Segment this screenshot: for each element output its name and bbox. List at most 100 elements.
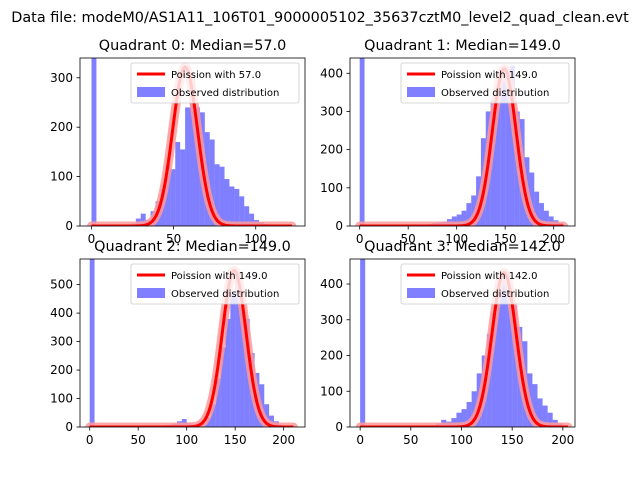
histogram-bar xyxy=(500,80,506,226)
histogram-bar xyxy=(215,378,221,427)
legend-frame xyxy=(400,263,570,305)
axes-frame xyxy=(79,258,306,428)
panel-title: Quadrant 1: Median=149.0 xyxy=(364,38,561,54)
histogram-bar xyxy=(249,213,255,226)
histogram-bar xyxy=(451,216,457,226)
y-tick-label: 0 xyxy=(335,420,343,434)
axes-frame xyxy=(79,57,306,227)
histogram-bar xyxy=(537,398,543,427)
legend: Poission with 149.0 Observed distribution xyxy=(130,263,300,305)
histogram-bar xyxy=(235,273,241,427)
histogram-bar xyxy=(495,88,501,226)
histogram-bar xyxy=(180,149,186,226)
figure-suptitle: Data file: modeM0/AS1A11_106T01_90000051… xyxy=(11,10,629,26)
x-tick-label: 100 xyxy=(175,433,198,447)
histogram-bar xyxy=(466,401,472,427)
histogram-bar xyxy=(91,58,97,226)
histogram-bar xyxy=(225,318,231,427)
legend-line-label: Poission with 149.0 xyxy=(171,271,267,282)
histogram-bar xyxy=(264,404,270,427)
x-tick-label: 50 xyxy=(166,232,181,246)
x-tick-label: 0 xyxy=(356,232,364,246)
fit-curve-line xyxy=(359,271,569,427)
histogram-bar xyxy=(239,196,245,226)
histogram-bar xyxy=(466,203,472,226)
legend-hist-label: Observed distribution xyxy=(171,289,279,300)
panel-title: Quadrant 2: Median=149.0 xyxy=(94,239,291,255)
panel-quadrant-3: 0 50 100 150 200 0 100 200 300 400 Quadrant 3: Med… xyxy=(320,239,576,447)
legend: Poission with 149.0 Observed distribution xyxy=(400,62,570,104)
histogram-bar xyxy=(194,107,200,226)
histogram-bar xyxy=(456,214,462,226)
histogram-bar xyxy=(471,391,477,427)
x-tick-label: 100 xyxy=(244,232,267,246)
histogram-bar xyxy=(209,139,215,226)
histogram-bar xyxy=(190,77,195,226)
histogram-bar xyxy=(219,166,225,226)
histogram-bar xyxy=(359,58,365,226)
y-tick-label: 0 xyxy=(65,219,73,233)
histogram-bar xyxy=(490,100,496,226)
histogram-bar xyxy=(89,259,95,427)
histogram-bar xyxy=(529,172,535,226)
y-tick-label: 200 xyxy=(50,120,73,134)
legend-hist-label: Observed distribution xyxy=(171,88,279,99)
panel-quadrant-2: 0 50 100 150 200 0 100 200 300 400 500 Quadrant 2: … xyxy=(50,239,306,447)
y-tick-label: 0 xyxy=(335,219,343,233)
x-tick-label: 200 xyxy=(272,433,295,447)
y-tick-label: 200 xyxy=(50,363,73,377)
legend-hist-label: Observed distribution xyxy=(441,289,549,300)
histogram-bar xyxy=(532,384,538,427)
histogram-bar xyxy=(539,203,544,226)
histogram-bar xyxy=(244,206,250,226)
y-tick-label: 200 xyxy=(320,143,343,157)
x-tick-label: 200 xyxy=(551,433,574,447)
x-tick-label: 150 xyxy=(501,433,524,447)
histogram-bar xyxy=(543,210,549,226)
legend-frame xyxy=(130,263,300,305)
legend-hist-label: Observed distribution xyxy=(441,88,549,99)
histogram-bar xyxy=(140,213,146,226)
histogram-bar xyxy=(471,195,477,226)
histogram-bar xyxy=(461,210,467,226)
panel-title: Quadrant 3: Median=142.0 xyxy=(364,239,561,255)
histogram-bar xyxy=(229,186,235,226)
histogram-bar xyxy=(214,164,220,226)
y-tick-label: 500 xyxy=(50,278,73,292)
x-tick-label: 0 xyxy=(86,433,94,447)
x-tick-label: 100 xyxy=(445,232,468,246)
histogram-bar xyxy=(360,259,366,427)
histogram-bar xyxy=(502,273,508,427)
x-tick-label: 200 xyxy=(542,232,565,246)
x-tick-label: 150 xyxy=(494,232,517,246)
y-tick-label: 100 xyxy=(50,392,73,406)
histogram-bar xyxy=(512,305,518,427)
legend-line-label: Poission with 57.0 xyxy=(171,70,261,81)
histogram-bar xyxy=(224,179,230,226)
x-tick-label: 50 xyxy=(401,232,416,246)
legend-hist-swatch xyxy=(407,87,435,97)
panel-quadrant-0: 0 50 100 0 100 200 300 Quadrant 0: Median=57.0 P… xyxy=(50,38,306,246)
histogram-bar xyxy=(542,405,548,427)
y-tick-label: 300 xyxy=(50,71,73,85)
plot-area xyxy=(355,259,573,427)
axes-frame xyxy=(349,258,576,428)
histogram-bar xyxy=(456,412,462,427)
y-tick-label: 300 xyxy=(320,313,343,327)
panels-group: 0 50 100 0 100 200 300 Quadrant 0: Median=57.0 P… xyxy=(50,38,576,447)
histogram-bar xyxy=(175,142,181,226)
histogram-bar xyxy=(510,65,515,226)
y-tick-label: 100 xyxy=(320,181,343,195)
histogram-bar xyxy=(234,188,240,226)
y-tick-label: 200 xyxy=(320,349,343,363)
y-tick-label: 100 xyxy=(50,170,73,184)
histogram-bar xyxy=(534,191,540,226)
panel-quadrant-1: 0 50 100 150 200 0 100 200 300 400 Quadrant 1: Med… xyxy=(320,38,576,246)
legend: Poission with 142.0 Observed distribution xyxy=(400,263,570,305)
x-tick-label: 0 xyxy=(356,433,364,447)
legend: Poission with 57.0 Observed distribution xyxy=(130,62,300,104)
legend-hist-swatch xyxy=(137,288,165,298)
y-tick-label: 400 xyxy=(50,306,73,320)
legend-hist-swatch xyxy=(137,87,165,97)
